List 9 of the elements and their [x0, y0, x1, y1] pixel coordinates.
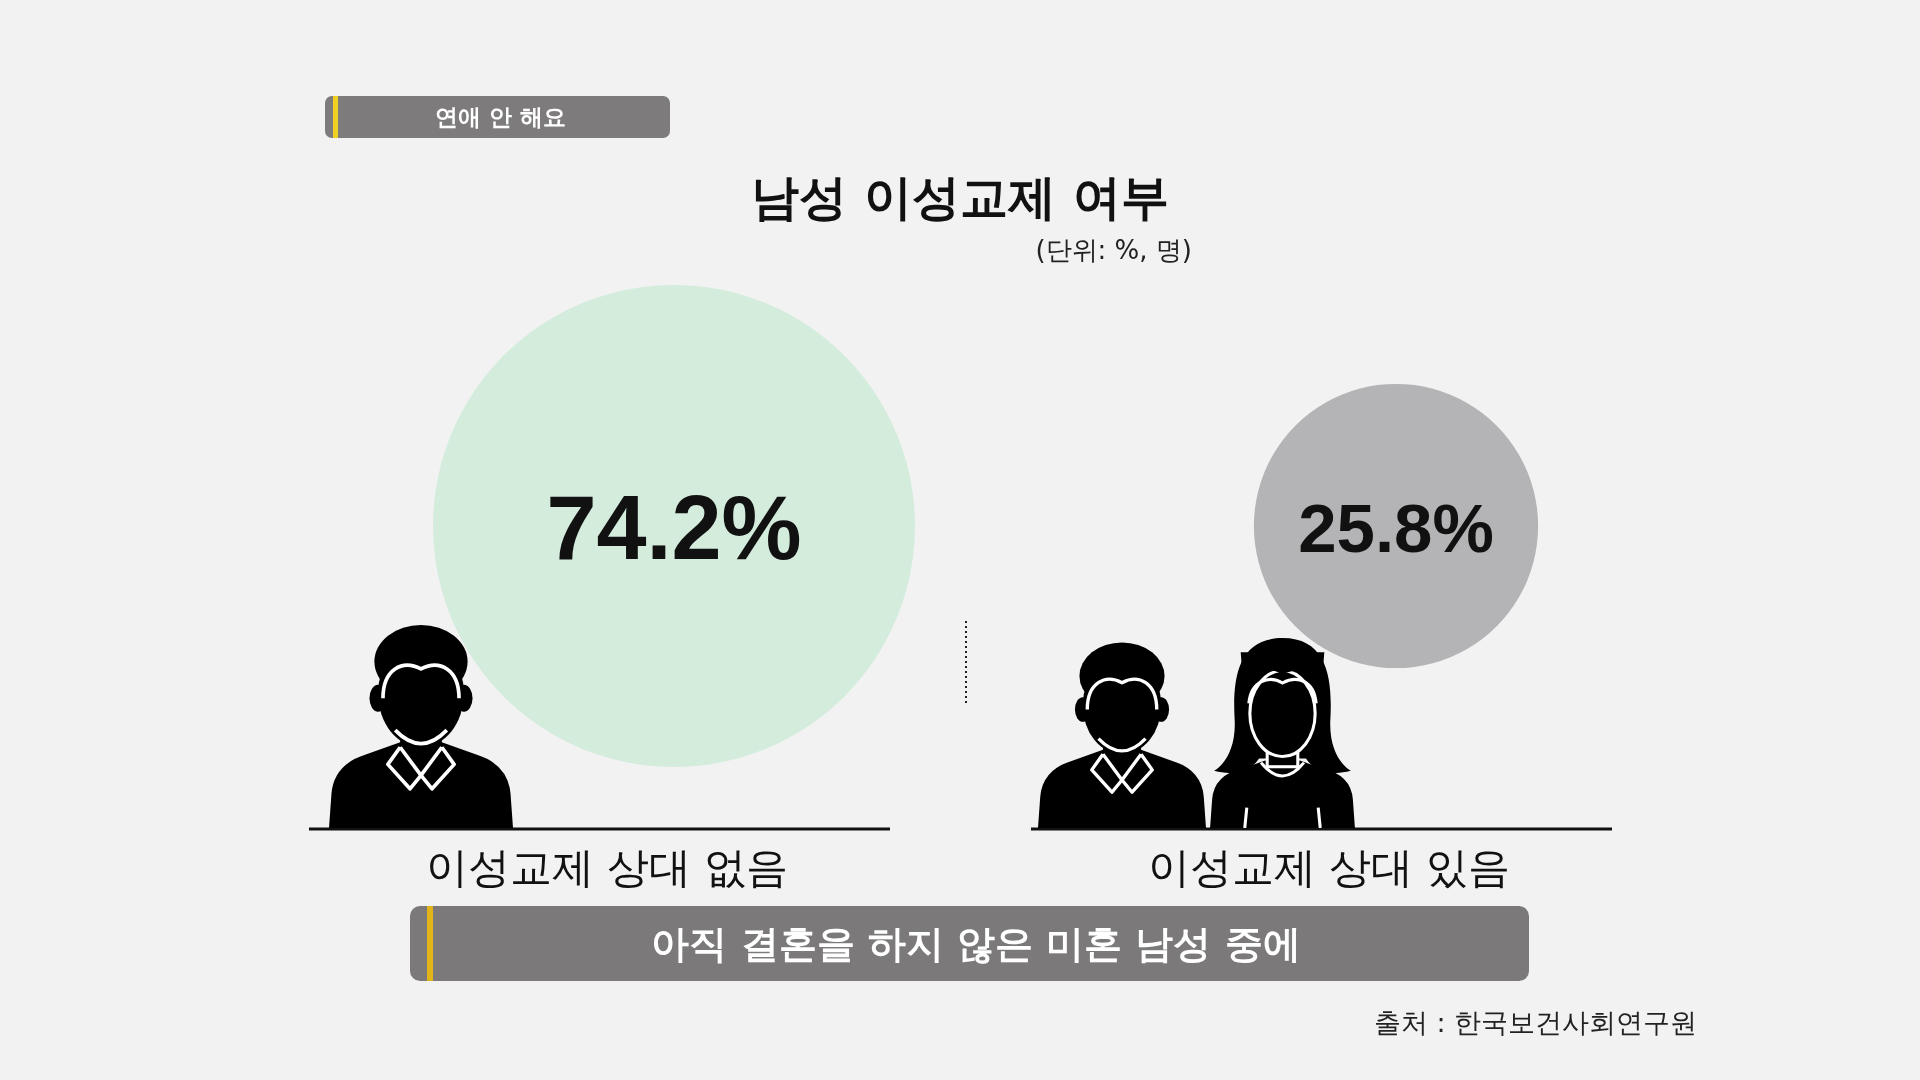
data-label: 74.2% — [546, 478, 802, 578]
source-note: 출처 : 한국보건사회연구원 — [1374, 1006, 1698, 1038]
text: 아직 결혼을 하지 않은 미혼 남성 중에 — [651, 922, 1301, 966]
text: 남성 이성교제 여부 — [751, 169, 1169, 225]
text: 연애 안 해요 — [434, 104, 566, 130]
category-label: 이성교제 상대 없음 — [425, 842, 789, 892]
category-label: 이성교제 상대 있음 — [1147, 842, 1511, 892]
data-label: 25.8% — [1298, 489, 1494, 567]
text: (단위: %, 명) — [1035, 235, 1192, 265]
